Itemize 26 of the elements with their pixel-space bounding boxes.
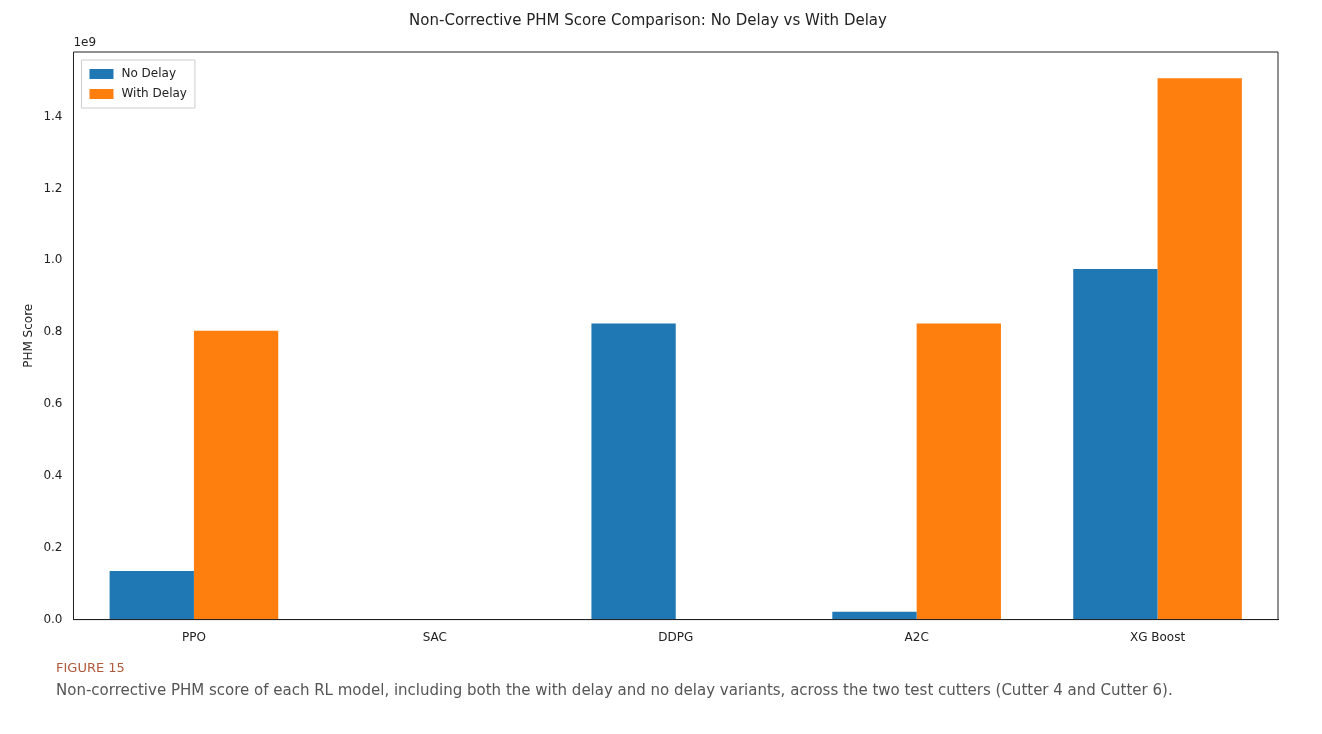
- text: 1e9: [73, 35, 97, 50]
- y-tick-label: 1.2: [43, 180, 63, 195]
- y-tick-label: 0.6: [43, 396, 63, 411]
- bar: [1073, 268, 1158, 620]
- y-tick-label: 0.4: [43, 468, 63, 483]
- bar: [916, 323, 1001, 620]
- x-tick-label: DDPG: [658, 629, 694, 644]
- y-tick-label: 0.8: [43, 324, 63, 339]
- bar: [1157, 78, 1242, 620]
- y-tick-label: 1.4: [43, 108, 63, 123]
- bar: [591, 323, 676, 620]
- x-tick-label: XG Boost: [1129, 629, 1186, 644]
- bar: [109, 571, 194, 620]
- y-tick-label: 1.0: [43, 252, 63, 267]
- y-tick-label: 0.2: [43, 539, 63, 554]
- x-tick-label: PPO: [181, 629, 206, 644]
- y-axis-title: PHM Score: [21, 303, 36, 368]
- chart-title: Non-Corrective PHM Score Comparison: No Delay vs With Delay: [409, 10, 888, 29]
- x-tick-label: A2C: [904, 629, 929, 644]
- bar: [193, 330, 279, 620]
- legend-label: With Delay: [121, 86, 187, 101]
- y-tick-label: 0.0: [43, 611, 63, 626]
- legend-label: No Delay: [121, 66, 177, 81]
- text: Non-corrective PHM score of each RL model, including both the with delay and no delay variants, across the two test cutters (Cutter 4 and Cutter 6).: [56, 681, 1174, 699]
- caption: FIGURE 15: [56, 660, 126, 675]
- x-tick-label: SAC: [422, 629, 447, 644]
